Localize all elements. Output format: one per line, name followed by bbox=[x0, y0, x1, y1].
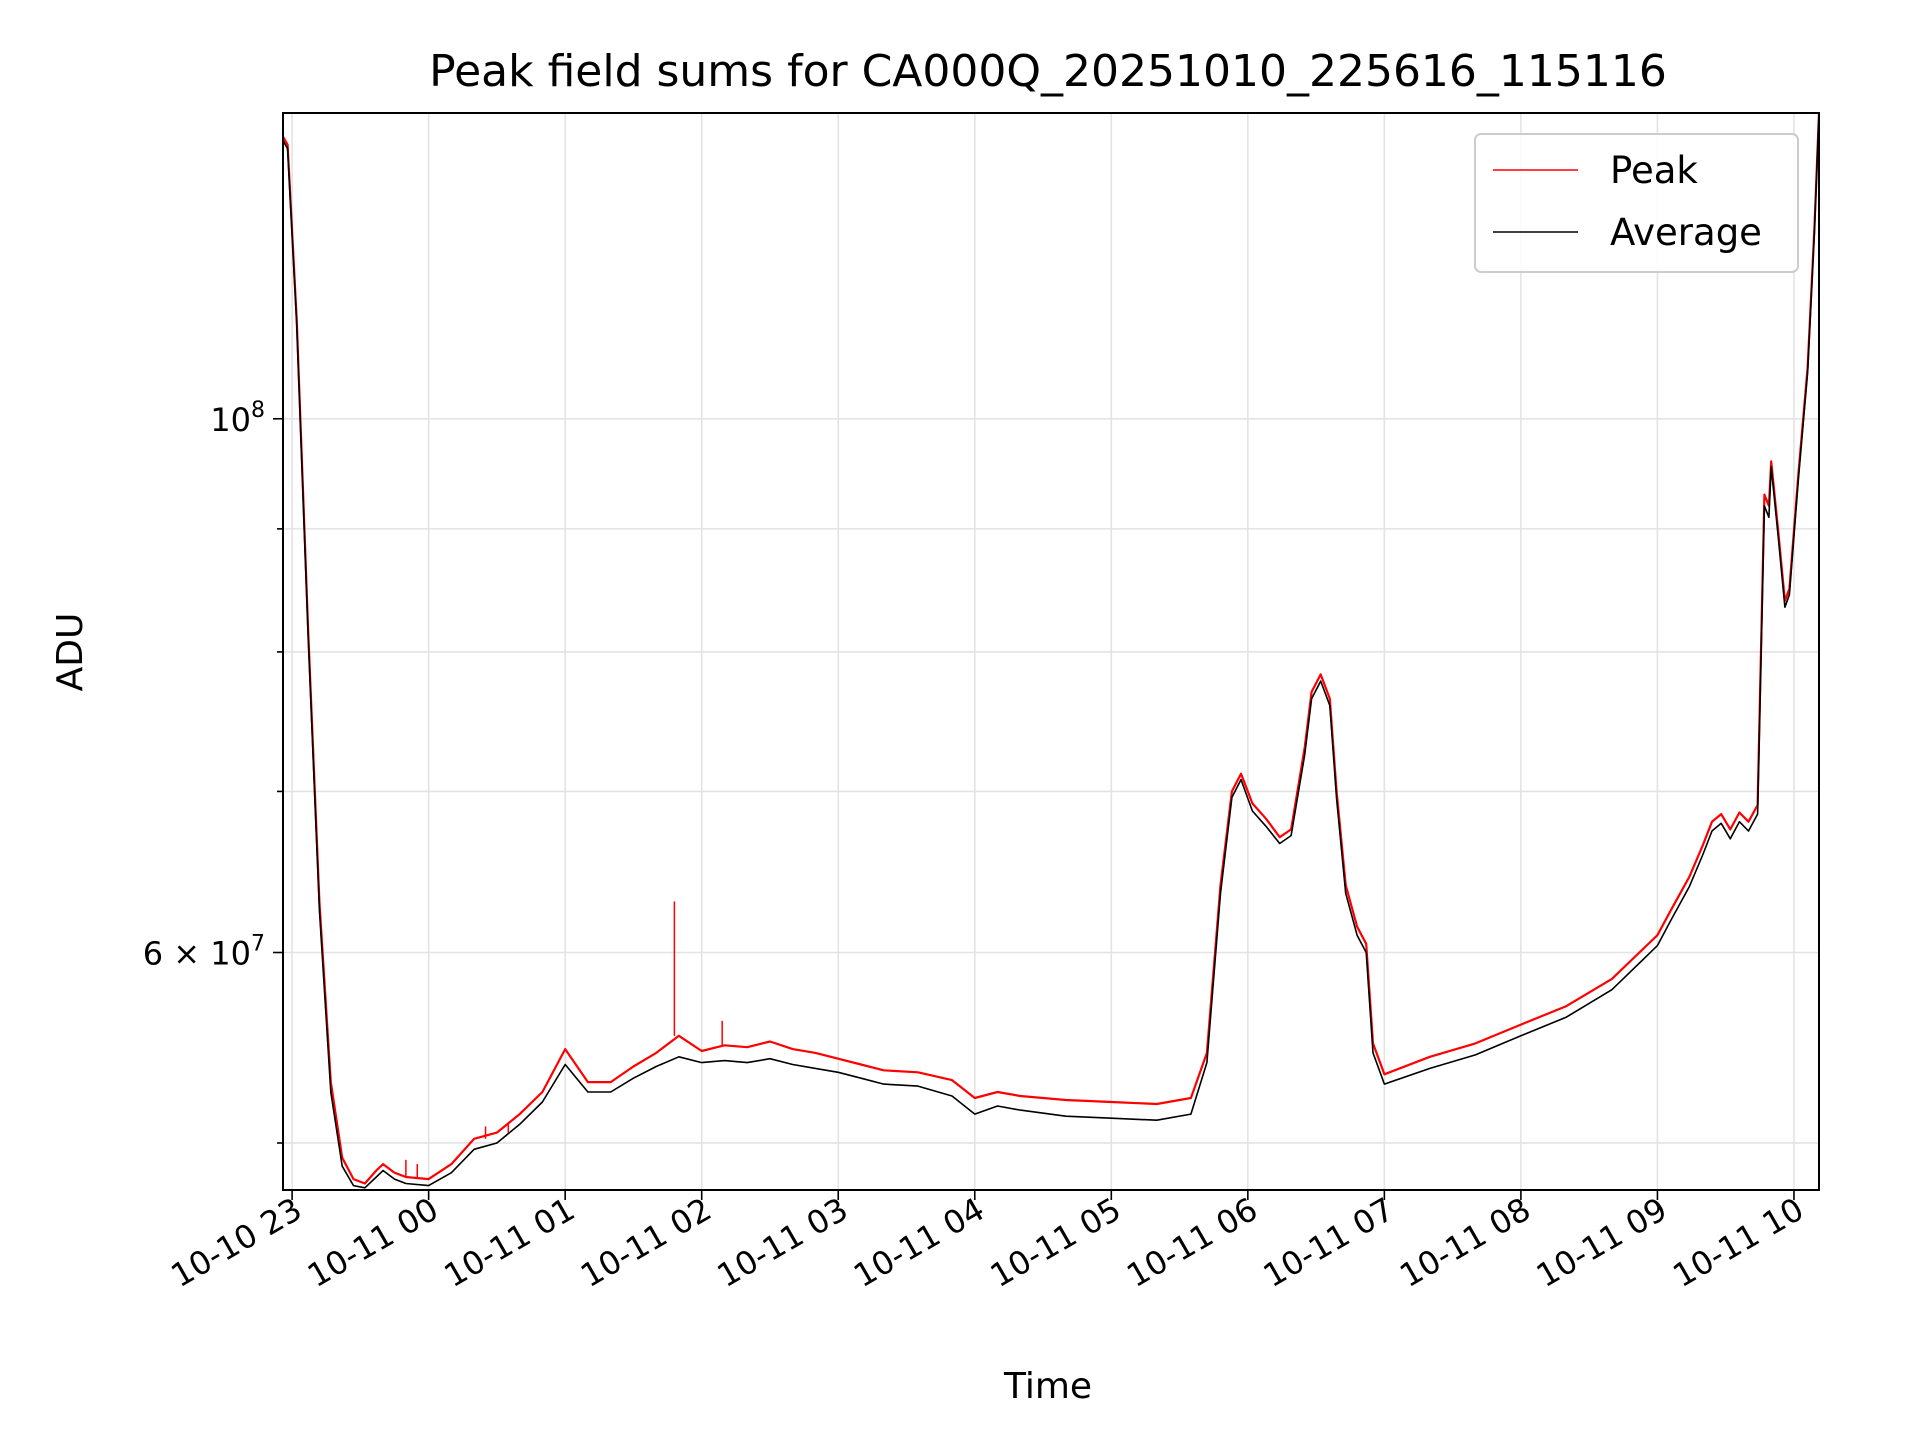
y-tick-label: 108 bbox=[210, 398, 265, 439]
x-axis-label: Time bbox=[1003, 1366, 1092, 1407]
y-tick-label-base: 6 × 10 bbox=[143, 934, 251, 972]
grid-lines bbox=[283, 113, 1819, 1190]
legend: Peak Average bbox=[1474, 133, 1799, 273]
y-tick-label-base: 10 bbox=[210, 401, 251, 439]
legend-label-peak: Peak bbox=[1610, 149, 1698, 192]
plot-area bbox=[283, 113, 1819, 1189]
legend-box bbox=[1474, 133, 1799, 273]
series-group bbox=[283, 113, 1819, 1189]
y-axis-ticks: 6 × 107 108 bbox=[143, 398, 283, 1144]
series-line-average bbox=[283, 113, 1819, 1189]
y-tick-label-exponent: 8 bbox=[251, 398, 265, 423]
y-axis-label: ADU bbox=[50, 613, 91, 692]
legend-label-average: Average bbox=[1610, 211, 1762, 254]
y-tick-label: 6 × 107 bbox=[143, 931, 265, 972]
chart-title: Peak field sums for CA000Q_20251010_2256… bbox=[429, 46, 1667, 97]
series-line-peak bbox=[283, 113, 1819, 1185]
y-tick-label-exponent: 7 bbox=[251, 931, 265, 956]
